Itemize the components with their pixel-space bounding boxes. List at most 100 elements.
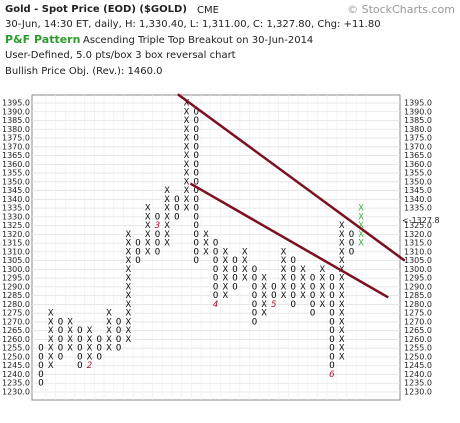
y-tick-label: 1310.0 xyxy=(2,247,30,256)
o-box: O xyxy=(174,204,179,214)
x-box: X xyxy=(261,300,267,310)
y-tick-label-right: 1260.0 xyxy=(404,335,432,344)
y-tick-label-right: 1315.0 xyxy=(404,239,432,248)
o-box: O xyxy=(77,326,82,336)
x-box: X xyxy=(48,335,54,345)
o-box: O xyxy=(310,309,315,319)
o-box: O xyxy=(77,352,82,362)
x-box: X xyxy=(145,239,151,249)
x-box: X xyxy=(358,221,364,231)
o-box: O xyxy=(310,274,315,284)
x-box: X xyxy=(281,274,287,284)
x-box: X xyxy=(339,300,345,310)
o-box: O xyxy=(193,230,198,240)
o-box: O xyxy=(135,239,140,249)
o-box: O xyxy=(38,370,43,380)
o-box: O xyxy=(213,282,218,292)
x-box: X xyxy=(48,317,54,327)
x-box: X xyxy=(358,212,364,222)
month-marker: 6 xyxy=(329,370,334,380)
y-tick-label-right: 1380.0 xyxy=(404,125,432,134)
x-box: X xyxy=(261,274,267,284)
x-box: X xyxy=(67,335,73,345)
x-box: X xyxy=(281,291,287,301)
y-tick-label: 1255.0 xyxy=(2,344,30,353)
objective: Bullish Price Obj. (Rev.): 1460.0 xyxy=(5,66,163,77)
y-tick-label-right: 1300.0 xyxy=(404,265,432,274)
x-box: X xyxy=(164,212,170,222)
pf-column: OO xyxy=(271,282,276,301)
o-box: O xyxy=(329,317,334,327)
o-box: O xyxy=(58,326,63,336)
x-box: X xyxy=(339,239,345,249)
x-box: X xyxy=(300,282,306,292)
x-box: X xyxy=(339,309,345,319)
exchange: CME xyxy=(197,5,219,16)
o-box: O xyxy=(77,335,82,345)
o-box: O xyxy=(193,142,198,152)
o-box: O xyxy=(58,352,63,362)
watermark: © StockCharts.com xyxy=(347,3,455,16)
x-box: X xyxy=(126,239,132,249)
o-box: O xyxy=(213,239,218,249)
y-tick-label-right: 1240.0 xyxy=(404,370,432,379)
o-box: O xyxy=(116,344,121,354)
x-box: X xyxy=(67,317,73,327)
o-box: O xyxy=(38,352,43,362)
x-box: X xyxy=(184,116,190,126)
y-tick-label-right: 1245.0 xyxy=(404,361,432,370)
y-tick-label: 1395.0 xyxy=(2,99,30,108)
o-box: O xyxy=(193,177,198,187)
y-tick-label-right: 1295.0 xyxy=(404,274,432,283)
x-box: X xyxy=(300,291,306,301)
x-box: X xyxy=(184,99,190,109)
y-tick-label-right: 1285.0 xyxy=(404,291,432,300)
y-tick-label: 1335.0 xyxy=(2,204,30,213)
y-tick-label: 1370.0 xyxy=(2,142,30,151)
x-box: X xyxy=(87,352,93,362)
o-box: O xyxy=(252,282,257,292)
o-box: O xyxy=(349,247,354,257)
settings-line: User-Defined, 5.0 pts/box 3 box reversal… xyxy=(5,50,236,61)
pattern: Ascending Triple Top Breakout on 30-Jun-… xyxy=(83,35,313,46)
y-tick-label: 1240.0 xyxy=(2,370,30,379)
x-box: X xyxy=(339,256,345,266)
y-tick-label: 1365.0 xyxy=(2,151,30,160)
x-box: X xyxy=(203,247,209,257)
y-tick-label-right: 1375.0 xyxy=(404,134,432,143)
x-box: X xyxy=(126,274,132,284)
x-box: X xyxy=(164,204,170,214)
o-box: O xyxy=(329,352,334,362)
y-tick-label-right: 1290.0 xyxy=(404,282,432,291)
pf-column: OOO xyxy=(96,335,101,363)
o-box: O xyxy=(213,265,218,275)
o-box: O xyxy=(252,265,257,275)
x-box: X xyxy=(339,247,345,257)
x-box: X xyxy=(126,317,132,327)
x-box: X xyxy=(126,300,132,310)
x-box: X xyxy=(184,142,190,152)
month-marker: 2 xyxy=(87,361,92,371)
o-box: O xyxy=(155,247,160,257)
y-tick-label: 1230.0 xyxy=(2,388,30,397)
x-box: X xyxy=(300,265,306,275)
x-box: X xyxy=(126,335,132,345)
o-box: O xyxy=(38,361,43,371)
x-box: X xyxy=(184,134,190,144)
o-box: O xyxy=(232,274,237,284)
pf-column: OOO xyxy=(135,239,140,267)
x-box: X xyxy=(339,344,345,354)
o-box: O xyxy=(329,344,334,354)
x-box: X xyxy=(106,335,112,345)
x-box: X xyxy=(339,352,345,362)
x-box: X xyxy=(87,344,93,354)
y-tick-label: 1390.0 xyxy=(2,107,30,116)
